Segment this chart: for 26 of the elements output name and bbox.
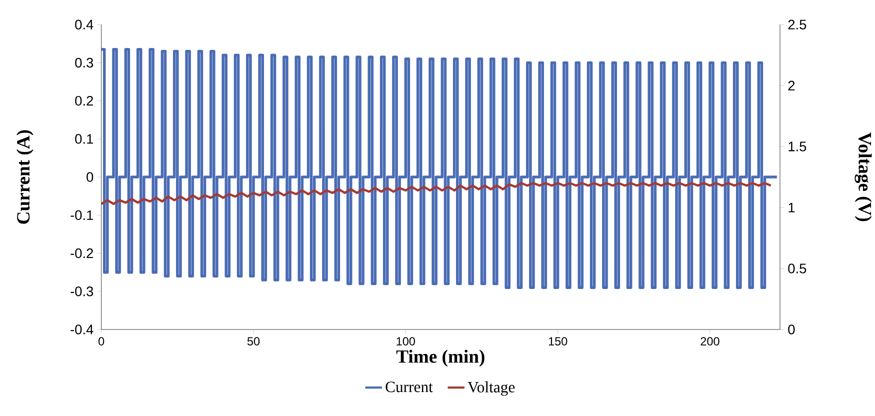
y-tick-label: -0.2 [70,248,93,258]
legend-label: Voltage [468,381,515,396]
x-tick-label: 100 [396,337,416,346]
y-tick-label: 0.3 [75,58,94,68]
y2-axis-title: Voltage (V) [854,132,872,222]
legend-label: Current [386,382,433,392]
line-series [101,182,772,205]
x-tick-label: 200 [700,337,720,346]
y-tick-label: -0.3 [70,286,94,296]
y-tick-label: 0.4 [75,20,94,30]
x-tick-label: 0 [98,337,104,346]
y2-tick-label: 2 [788,80,795,90]
x-axis-title: Time (min) [396,350,484,367]
y-tick-label: 0.1 [75,134,94,144]
y-tick-label: -0.1 [70,210,94,220]
y2-tick-label: 0 [788,324,795,334]
y-tick-label: 0 [86,172,94,182]
y2-tick-label: 2.5 [788,20,806,30]
x-tick-label: 50 [247,337,260,346]
y2-tick-label: 1 [788,202,795,212]
y2-tick-label: 0.5 [788,264,806,274]
y-tick-label: -0.4 [70,324,94,334]
y2-tick-label: 1.5 [788,142,806,152]
x-tick-label: 150 [548,337,568,346]
y-tick-label: 0.2 [75,96,93,106]
y-axis-title: Current (A) [16,130,34,224]
